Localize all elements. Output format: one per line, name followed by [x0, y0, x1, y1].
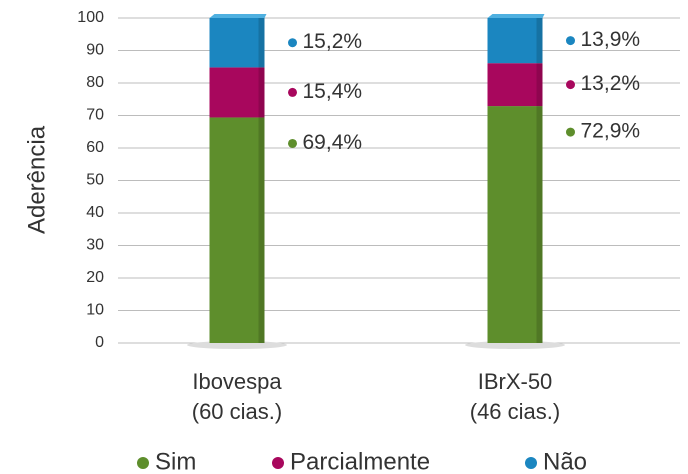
y-tick-label: 10 — [86, 302, 104, 319]
legend-marker — [525, 457, 537, 469]
legend-label: Não — [543, 448, 587, 474]
label-dot — [288, 38, 297, 48]
x-tick-label: Ibovespa — [192, 369, 282, 394]
bar-segment — [209, 18, 265, 68]
legend-label: Parcialmente — [290, 448, 430, 474]
data-label: 15,2% — [303, 30, 363, 53]
y-tick-label: 70 — [86, 107, 104, 124]
y-tick-label: 60 — [86, 139, 104, 156]
bar-side — [258, 67, 265, 118]
bar-segment — [209, 117, 265, 343]
x-tick-label: IBrX-50 — [478, 369, 553, 394]
bar-side — [536, 106, 543, 343]
y-tick-label: 90 — [86, 42, 104, 59]
label-dot — [566, 127, 575, 137]
bar-side — [258, 18, 265, 68]
data-label: 69,4% — [303, 131, 363, 154]
bar-cap — [209, 14, 267, 18]
bar-segment — [487, 18, 543, 64]
bar-segment — [209, 67, 265, 118]
y-tick-label: 100 — [77, 9, 104, 26]
bar-side — [536, 18, 543, 64]
legend-label: Sim — [155, 448, 196, 474]
x-tick-label: (46 cias.) — [470, 399, 560, 424]
y-tick-label: 20 — [86, 269, 104, 286]
data-label: 13,9% — [581, 28, 641, 51]
label-dot — [288, 138, 297, 148]
legend-marker — [272, 457, 284, 469]
y-tick-label: 30 — [86, 237, 104, 254]
y-tick-label: 0 — [95, 334, 104, 351]
legend-marker — [137, 457, 149, 469]
y-axis-label: Aderência — [23, 125, 50, 234]
data-label: 72,9% — [581, 120, 641, 143]
label-dot — [288, 87, 297, 97]
y-tick-label: 50 — [86, 172, 104, 189]
bar-side — [258, 117, 265, 343]
x-tick-label: (60 cias.) — [192, 399, 282, 424]
data-label: 13,2% — [581, 72, 641, 95]
bar-segment — [487, 63, 543, 107]
data-label: 15,4% — [303, 80, 363, 103]
label-dot — [566, 80, 575, 90]
bar-segment — [487, 106, 543, 343]
label-dot — [566, 36, 575, 46]
y-tick-label: 80 — [86, 74, 104, 91]
bar-side — [536, 63, 543, 107]
y-tick-label: 40 — [86, 204, 104, 221]
bar-cap — [487, 14, 545, 18]
